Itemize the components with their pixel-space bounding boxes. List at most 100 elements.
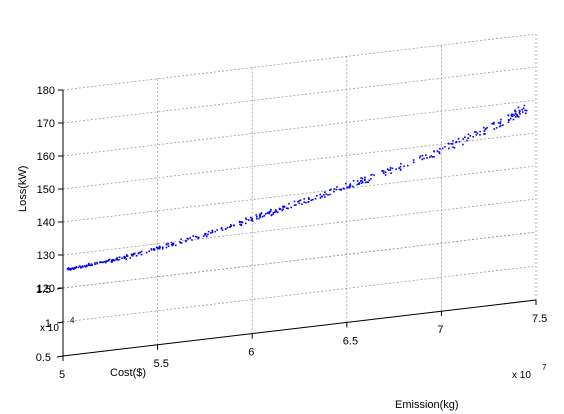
data-point <box>366 181 368 183</box>
data-point <box>373 174 375 176</box>
data-point <box>158 247 161 250</box>
data-point <box>524 109 526 112</box>
data-point <box>101 261 103 264</box>
data-point <box>324 191 326 193</box>
data-point <box>342 187 345 190</box>
data-point <box>167 242 170 245</box>
x-tick-label: 6.5 <box>343 335 358 347</box>
data-point <box>314 198 317 200</box>
data-point <box>507 121 510 123</box>
data-point <box>458 140 461 143</box>
data-point <box>499 121 502 123</box>
data-point <box>259 215 261 218</box>
data-point <box>298 202 301 205</box>
data-point <box>462 143 464 146</box>
data-point <box>91 264 93 267</box>
data-point <box>115 258 117 261</box>
data-point <box>319 197 322 199</box>
data-point <box>509 117 512 120</box>
data-point <box>352 185 354 188</box>
data-point <box>483 126 485 129</box>
x-tick-label: 5 <box>59 369 65 381</box>
data-point <box>129 257 131 259</box>
data-point <box>274 211 277 213</box>
data-point <box>125 258 127 260</box>
data-point <box>134 252 136 255</box>
data-point <box>364 181 367 184</box>
data-point <box>179 242 182 244</box>
data-point <box>361 177 364 180</box>
data-point <box>89 264 92 267</box>
data-point <box>137 252 140 255</box>
data-point <box>130 253 133 256</box>
x-tick-label: 5.5 <box>154 358 169 370</box>
data-point <box>429 156 431 158</box>
data-point <box>230 225 232 227</box>
data-point <box>510 114 513 117</box>
data-point <box>515 116 517 118</box>
grid-line <box>62 132 537 190</box>
data-point <box>368 179 371 182</box>
data-point <box>484 128 487 131</box>
data-point <box>381 170 384 173</box>
y-tick-label: 0.5 <box>36 352 51 364</box>
data-point <box>170 244 173 246</box>
data-point <box>191 239 193 241</box>
data-point <box>486 126 488 129</box>
data-point <box>349 183 352 185</box>
y-tick-labels: 0.5 1 1.5 <box>36 284 51 364</box>
data-point <box>75 266 78 268</box>
data-point <box>412 159 415 161</box>
x-tick-label: 7 <box>437 324 443 336</box>
data-point <box>493 121 495 124</box>
data-point <box>148 250 150 252</box>
data-point <box>316 194 318 197</box>
data-point <box>493 128 496 130</box>
data-point <box>258 217 260 220</box>
data-point <box>516 114 518 116</box>
data-point <box>275 210 278 213</box>
data-point <box>140 253 143 256</box>
data-point <box>150 248 153 250</box>
data-point <box>441 147 444 150</box>
data-point <box>523 104 526 107</box>
data-point <box>157 247 159 250</box>
data-point <box>297 201 299 203</box>
data-point <box>358 182 361 184</box>
data-point <box>448 147 450 150</box>
y-tick-mark <box>56 321 64 324</box>
data-point <box>282 208 284 210</box>
data-point <box>87 264 90 267</box>
data-point <box>170 241 173 244</box>
y-exponent-power: 4 <box>70 316 75 325</box>
data-point <box>113 259 116 262</box>
data-point <box>159 246 161 249</box>
data-point <box>256 215 258 218</box>
data-point <box>426 157 428 159</box>
data-point <box>269 210 272 212</box>
data-point <box>525 112 527 115</box>
data-point <box>438 152 441 154</box>
data-point <box>491 122 493 125</box>
data-point <box>244 217 247 220</box>
data-point <box>312 198 314 201</box>
data-point <box>522 111 524 113</box>
data-point <box>474 131 476 133</box>
y-tick-label: 1 <box>45 318 51 330</box>
data-point <box>204 232 206 235</box>
data-point <box>324 196 326 198</box>
data-point <box>238 220 241 223</box>
data-point <box>194 235 197 238</box>
data-point <box>258 213 261 216</box>
data-point <box>103 261 105 263</box>
data-point <box>135 255 138 257</box>
data-point <box>211 230 214 232</box>
data-point <box>80 266 82 269</box>
data-point <box>307 201 310 203</box>
data-point <box>272 213 275 215</box>
data-point <box>88 263 90 265</box>
data-point <box>245 222 247 225</box>
data-point <box>364 178 366 181</box>
data-point <box>510 113 513 116</box>
